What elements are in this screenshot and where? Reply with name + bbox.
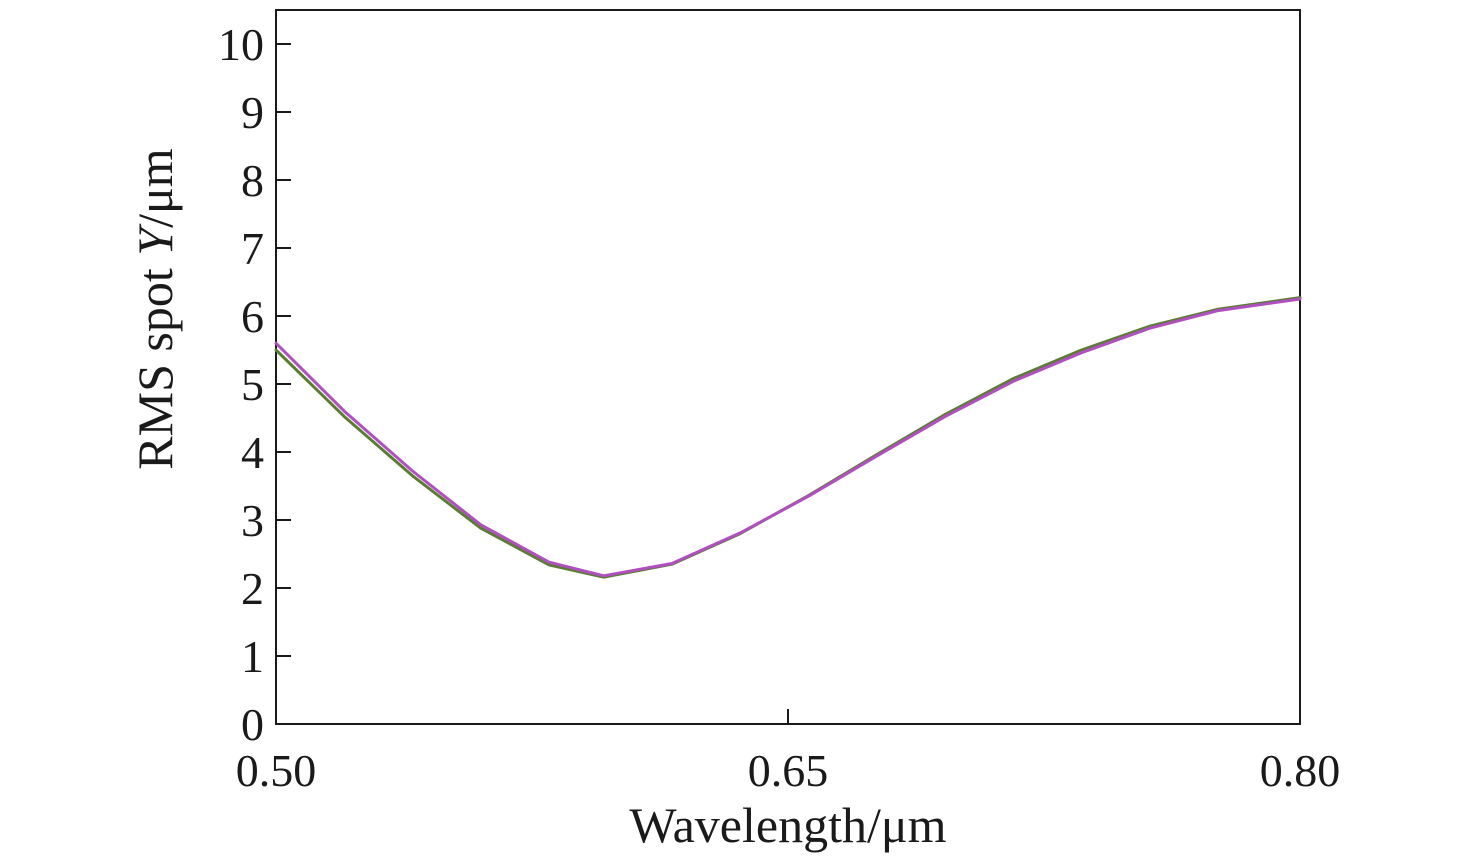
x-tick-label: 0.65 bbox=[748, 745, 829, 796]
y-axis-title-unit: /μm bbox=[127, 148, 183, 228]
y-axis-title: RMS spot Y/μm bbox=[127, 148, 183, 469]
y-tick-label: 6 bbox=[241, 291, 264, 342]
y-axis-title-variable: Y bbox=[127, 223, 183, 256]
y-tick-label: 4 bbox=[241, 427, 264, 478]
y-axis-title-prefix: RMS spot bbox=[127, 256, 183, 470]
y-tick-label: 10 bbox=[218, 19, 264, 70]
series-layer bbox=[274, 296, 1302, 579]
y-tick-label: 9 bbox=[241, 87, 264, 138]
series-magenta-line bbox=[274, 297, 1302, 578]
y-tick-label: 8 bbox=[241, 155, 264, 206]
plot-frame bbox=[275, 9, 1301, 725]
y-tick-label: 7 bbox=[241, 223, 264, 274]
y-axis-ticks: 0 1 2 3 4 5 6 7 8 9 10 bbox=[218, 19, 291, 750]
plot-border bbox=[275, 9, 1301, 725]
y-tick-label: 1 bbox=[241, 631, 264, 682]
y-tick-label: 3 bbox=[241, 495, 264, 546]
y-tick-label: 0 bbox=[241, 699, 264, 750]
y-tick-label: 5 bbox=[241, 359, 264, 410]
x-tick-label: 0.80 bbox=[1260, 745, 1341, 796]
y-tick-label: 2 bbox=[241, 563, 264, 614]
series-green-line bbox=[274, 296, 1302, 579]
x-tick-label: 0.50 bbox=[236, 745, 317, 796]
x-axis-ticks: 0.50 0.65 0.80 bbox=[236, 709, 1341, 796]
x-axis-title: Wavelength/μm bbox=[629, 797, 946, 853]
